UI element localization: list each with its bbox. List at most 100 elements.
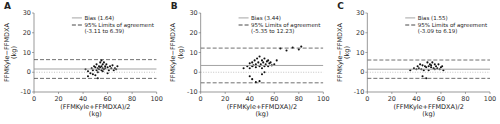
point [262,61,264,63]
point [421,64,423,66]
legend-label: Bias (1.64) [84,15,114,21]
y-tick-label: 30 [356,9,364,17]
y-tick [365,72,367,73]
y-tick-label: 10 [23,49,31,57]
y-tick [365,32,367,33]
y-tick-label: 0 [27,68,31,76]
point [431,61,433,63]
legend-swatch [72,17,82,18]
x-tick-label: 80 [295,95,303,103]
legend: Bias (3.44)95% Limits of agreement(-5.35… [239,15,322,34]
point [251,78,253,80]
y-tick-label: 20 [23,29,31,37]
y-tick-label: 10 [356,49,364,57]
x-tick-label: 20 [388,95,396,103]
legend-label: 95% Limits of agreement(-3.11 to 6.39) [84,22,154,34]
point [102,63,104,65]
y-tick-label: 0 [194,68,198,76]
point [249,62,251,64]
point [99,61,101,63]
panel: A020406080100-100102030(FFMKyle+FFMDXA)/… [3,1,163,118]
y-tick [32,72,34,73]
x-tick-label: 0 [365,95,369,103]
x-tick-label: 80 [461,95,469,103]
point [425,66,427,68]
plot-area [34,59,157,79]
x-tick-label: 0 [199,95,203,103]
point [300,46,302,48]
x-tick-label: 60 [437,95,445,103]
x-tick-label: 60 [270,95,278,103]
point [430,64,432,66]
point [116,65,118,67]
panel-label: B [171,1,178,11]
point [417,65,419,67]
point [109,65,111,67]
legend-swatch [405,17,415,18]
plot-area [201,46,324,84]
point [254,59,256,61]
point [92,69,94,71]
reference-line [34,72,157,73]
point [108,69,110,71]
figure: A020406080100-100102030(FFMKyle+FFMDXA)/… [0,0,500,124]
point [255,66,257,68]
x-tick-label: 20 [221,95,229,103]
y-tick-label: -10 [20,88,31,96]
point [243,67,245,69]
y-tick [199,32,201,33]
x-axis [201,92,324,93]
point [261,73,263,75]
reference-line [34,69,157,70]
point [92,73,94,75]
legend: Bias (1.55)95% Limits of agreement(-3.09… [405,15,488,34]
point [94,74,96,76]
point [270,61,272,63]
point [285,49,287,51]
point [100,65,102,67]
point [426,61,428,63]
point [419,63,421,65]
x-tick-label: 40 [79,95,87,103]
legend-label: 95% Limits of agreement(-5.35 to 12.23) [251,22,321,34]
point [258,80,260,82]
reference-line [201,82,324,83]
reference-line [34,78,157,79]
panel: B020406080100-100102030(FFMKyle+FFMDXA)/… [169,1,329,118]
reference-line [201,48,324,49]
legend-swatch [239,25,249,26]
point [441,65,443,67]
point [96,63,98,65]
x-tick-label: 100 [484,95,496,103]
x-tick-label: 80 [128,95,136,103]
legend-label: Bias (1.55) [418,15,448,21]
point [437,63,439,65]
point [434,63,436,65]
plot-area [367,60,490,79]
point [276,59,278,61]
point [261,67,263,69]
reference-line [367,69,490,70]
point [430,66,432,68]
y-tick-label: 30 [23,9,31,17]
y-axis-label: FFMKyle−FFMDXA(kg) [3,22,19,82]
reference-line [34,59,157,60]
y-tick [199,52,201,53]
point [249,75,251,77]
legend: Bias (1.64)95% Limits of agreement(-3.11… [72,15,155,34]
panel: C020406080100-100102030(FFMKyle+FFMDXA)/… [336,1,496,118]
y-tick [32,92,34,93]
x-axis-label: (FFMKyle+FFMDXA)/2(kg) [60,103,130,119]
y-tick [32,52,34,53]
y-tick [365,52,367,53]
point [263,57,265,59]
y-tick [199,92,201,93]
y-tick [199,72,201,73]
x-tick-label: 60 [103,95,111,103]
legend-swatch [405,25,415,26]
point [421,75,423,77]
point [258,55,260,57]
point [298,48,300,50]
point [425,77,427,79]
point [105,63,107,65]
